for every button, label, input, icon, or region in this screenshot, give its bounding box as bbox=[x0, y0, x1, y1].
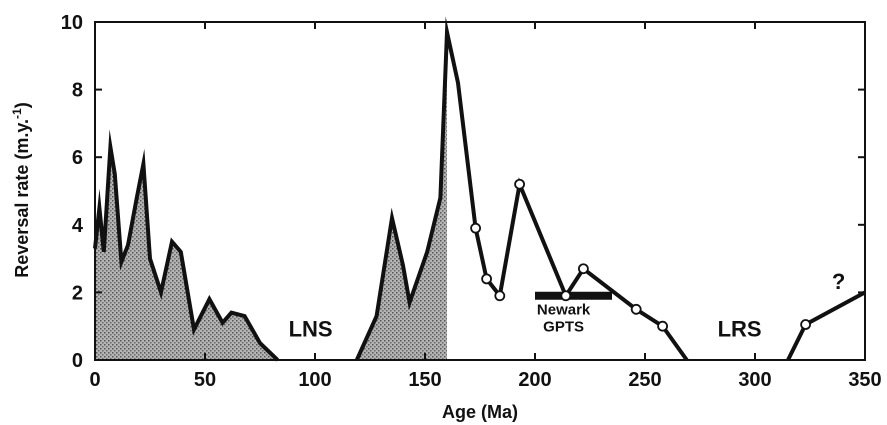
data-point-marker bbox=[657, 320, 668, 332]
data-point-marker bbox=[800, 319, 811, 330]
x-tick-label: 0 bbox=[89, 369, 100, 391]
x-tick-label: 250 bbox=[628, 369, 661, 391]
annotation-question-mark: ? bbox=[832, 269, 845, 294]
x-axis-ticks: 0 50 100 150 200 250 300 350 bbox=[89, 22, 882, 391]
y-axis-title-sup: -1 bbox=[10, 108, 24, 119]
annotation-lns: LNS bbox=[289, 316, 333, 341]
data-point-marker bbox=[494, 290, 506, 302]
x-tick-label: 200 bbox=[518, 369, 551, 391]
series-line-0 bbox=[93, 129, 279, 362]
shaded-area-0 bbox=[95, 147, 278, 360]
y-axis-ticks: 0 2 4 6 8 10 bbox=[61, 12, 865, 372]
data-point-marker bbox=[514, 178, 525, 190]
x-tick-label: 50 bbox=[194, 369, 216, 391]
data-point-marker bbox=[481, 273, 493, 285]
series-line-2 bbox=[786, 290, 866, 361]
data-point-marker bbox=[578, 263, 589, 275]
y-tick-label: 4 bbox=[72, 215, 84, 237]
x-tick-label: 150 bbox=[408, 369, 441, 391]
annotation-newark: Newark bbox=[537, 301, 591, 318]
x-tick-label: 100 bbox=[298, 369, 331, 391]
annotation-lrs: LRS bbox=[718, 316, 762, 341]
shaded-area-1 bbox=[356, 32, 447, 360]
y-tick-label: 2 bbox=[72, 282, 83, 304]
plot-frame bbox=[94, 21, 866, 361]
shaded-areas bbox=[95, 32, 447, 360]
x-tick-label: 300 bbox=[738, 369, 771, 391]
y-tick-label: 0 bbox=[72, 350, 83, 372]
y-axis-title-end: ) bbox=[12, 102, 32, 108]
data-point-marker bbox=[630, 303, 642, 315]
x-axis-title: Age (Ma) bbox=[442, 402, 518, 422]
y-tick-label: 10 bbox=[61, 12, 83, 34]
y-tick-label: 6 bbox=[72, 147, 83, 169]
series-line-1 bbox=[354, 16, 689, 362]
x-tick-label: 350 bbox=[848, 369, 881, 391]
y-tick-label: 8 bbox=[72, 80, 83, 102]
y-axis-title-main: Reversal rate (m.y. bbox=[12, 119, 32, 278]
data-point-marker bbox=[560, 290, 572, 302]
data-markers bbox=[470, 178, 811, 332]
annotation-gpts: GPTS bbox=[543, 318, 584, 335]
y-axis-title: Reversal rate (m.y.-1) bbox=[10, 102, 32, 277]
data-point-marker bbox=[470, 222, 482, 234]
